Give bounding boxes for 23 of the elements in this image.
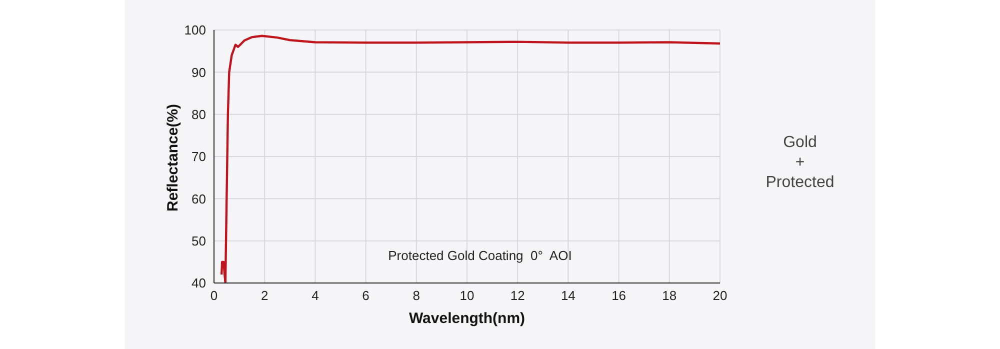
x-tick-label: 10 bbox=[460, 288, 474, 304]
y-tick-label: 100 bbox=[184, 22, 206, 38]
x-tick-label: 8 bbox=[412, 288, 420, 304]
x-tick-label: 20 bbox=[712, 288, 728, 304]
annotation: Protected Gold Coating 0° AOI bbox=[387, 248, 573, 263]
x-tick-label: 18 bbox=[662, 288, 677, 304]
y-tick-label: 80 bbox=[192, 106, 206, 122]
x-tick-label: 4 bbox=[312, 288, 319, 304]
y-tick-label: 50 bbox=[192, 233, 206, 248]
y-tick-label: 70 bbox=[192, 149, 206, 164]
y-tick-label: 40 bbox=[192, 276, 206, 291]
x-tick-label: 0 bbox=[210, 288, 218, 304]
line-series bbox=[220, 34, 720, 283]
x-tick-label: 6 bbox=[362, 288, 370, 304]
x-tick-label: 2 bbox=[260, 288, 268, 304]
y-tick-label: 90 bbox=[192, 64, 206, 80]
x-tick-label: 12 bbox=[510, 288, 525, 304]
text: Gold + Protected bbox=[764, 133, 836, 193]
x-tick-label: 16 bbox=[612, 288, 626, 304]
x-tick-label: 14 bbox=[560, 288, 576, 304]
y-tick-label: 60 bbox=[192, 191, 206, 206]
x-axis-title: Wavelength(nm) bbox=[408, 310, 526, 327]
y-axis-title: Reflectance(%) bbox=[164, 104, 182, 212]
